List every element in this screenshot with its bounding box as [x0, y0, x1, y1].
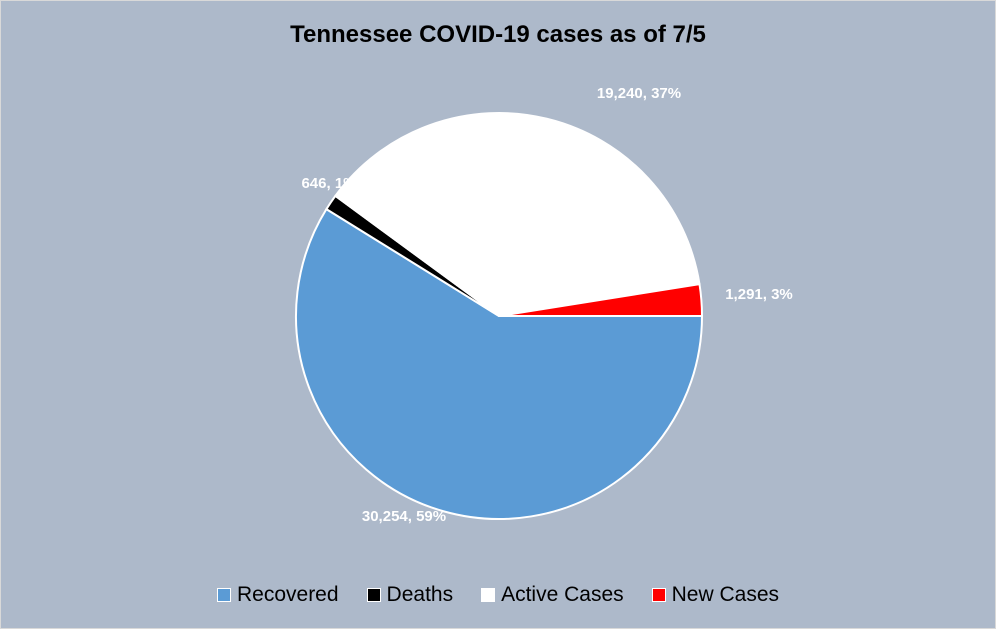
legend: Recovered Deaths Active Cases New Cases	[1, 583, 995, 607]
legend-label: New Cases	[671, 583, 780, 606]
legend-swatch	[651, 588, 666, 602]
legend-item-deaths: Deaths	[366, 583, 454, 607]
data-label-active-cases: 19,240, 37%	[597, 85, 681, 102]
pie-slice-active-cases	[333, 112, 701, 318]
legend-swatch	[366, 588, 381, 602]
data-label-deaths: 646, 1%	[301, 175, 356, 192]
pie-slice-recovered	[295, 207, 704, 520]
legend-label: Deaths	[386, 583, 454, 606]
legend-label: Active Cases	[501, 583, 624, 606]
pie-slice-new-cases	[498, 282, 704, 317]
legend-item-new-cases: New Cases	[651, 583, 780, 607]
legend-item-recovered: Recovered	[216, 583, 339, 607]
data-label-new-cases: 1,291, 3%	[725, 286, 793, 303]
legend-swatch	[481, 588, 496, 602]
legend-item-active-cases: Active Cases	[481, 583, 624, 607]
legend-swatch	[216, 588, 231, 602]
legend-label: Recovered	[236, 583, 339, 606]
chart-title: Tennessee COVID-19 cases as of 7/5	[290, 21, 706, 48]
data-label-recovered: 30,254, 59%	[362, 508, 446, 525]
